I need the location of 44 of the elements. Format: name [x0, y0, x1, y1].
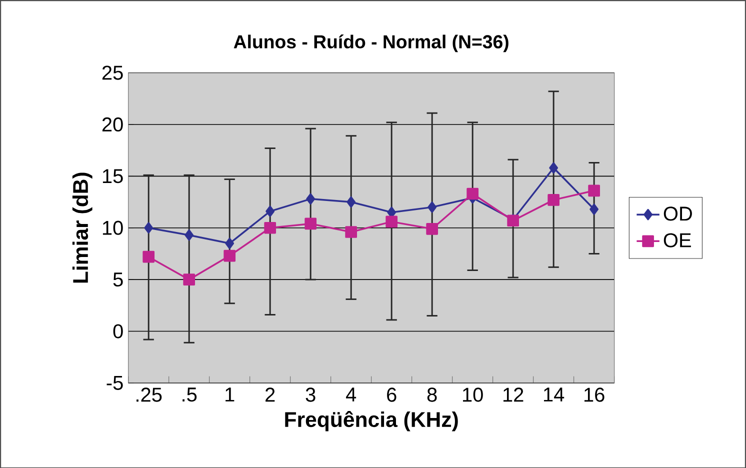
y-axis-title: Limiar (dB) [72, 172, 92, 282]
x-tick-label: 10 [462, 387, 483, 402]
x-tick-label: .25 [136, 387, 162, 402]
point [224, 250, 236, 262]
point [225, 238, 234, 249]
point [304, 218, 317, 230]
x-tick-label: 12 [503, 387, 524, 402]
x-tick-label: 14 [544, 387, 564, 402]
y-tick-label: -5 [106, 376, 123, 390]
y-tick-label: 10 [102, 220, 123, 235]
point [144, 222, 154, 234]
point [346, 196, 356, 208]
point [264, 222, 276, 234]
y-tick-label: 25 [102, 66, 123, 80]
x-tick-label: 1 [226, 387, 234, 402]
point [306, 193, 316, 204]
point [142, 250, 155, 263]
legend-label: OD [664, 206, 692, 221]
point [588, 184, 600, 196]
x-tick-label: 4 [346, 387, 356, 402]
y-tick-label: 5 [113, 272, 123, 286]
point [345, 226, 358, 238]
x-tick-label: 3 [306, 387, 316, 402]
x-tick-label: 16 [584, 387, 604, 402]
point [466, 188, 479, 200]
y-tick-label: 0 [113, 324, 123, 338]
x-tick-label: 2 [266, 387, 275, 402]
point [426, 222, 438, 235]
point [266, 205, 275, 217]
x-tick-label: 6 [387, 387, 396, 402]
point [184, 229, 194, 241]
point [549, 162, 558, 174]
y-tick-label: 15 [102, 169, 123, 183]
point [428, 201, 437, 213]
point [183, 273, 196, 286]
point [386, 216, 398, 228]
x-axis-title: Freqüência (KHz) [285, 410, 458, 432]
x-tick-label: 8 [427, 387, 437, 402]
y-tick-label: 20 [102, 117, 123, 132]
legend-label: OE [664, 233, 691, 248]
point [548, 194, 560, 206]
chart-title: Alunos - Ruído - Normal (N=36) [234, 34, 508, 52]
x-tick-label: .5 [182, 387, 197, 402]
point [590, 203, 599, 215]
